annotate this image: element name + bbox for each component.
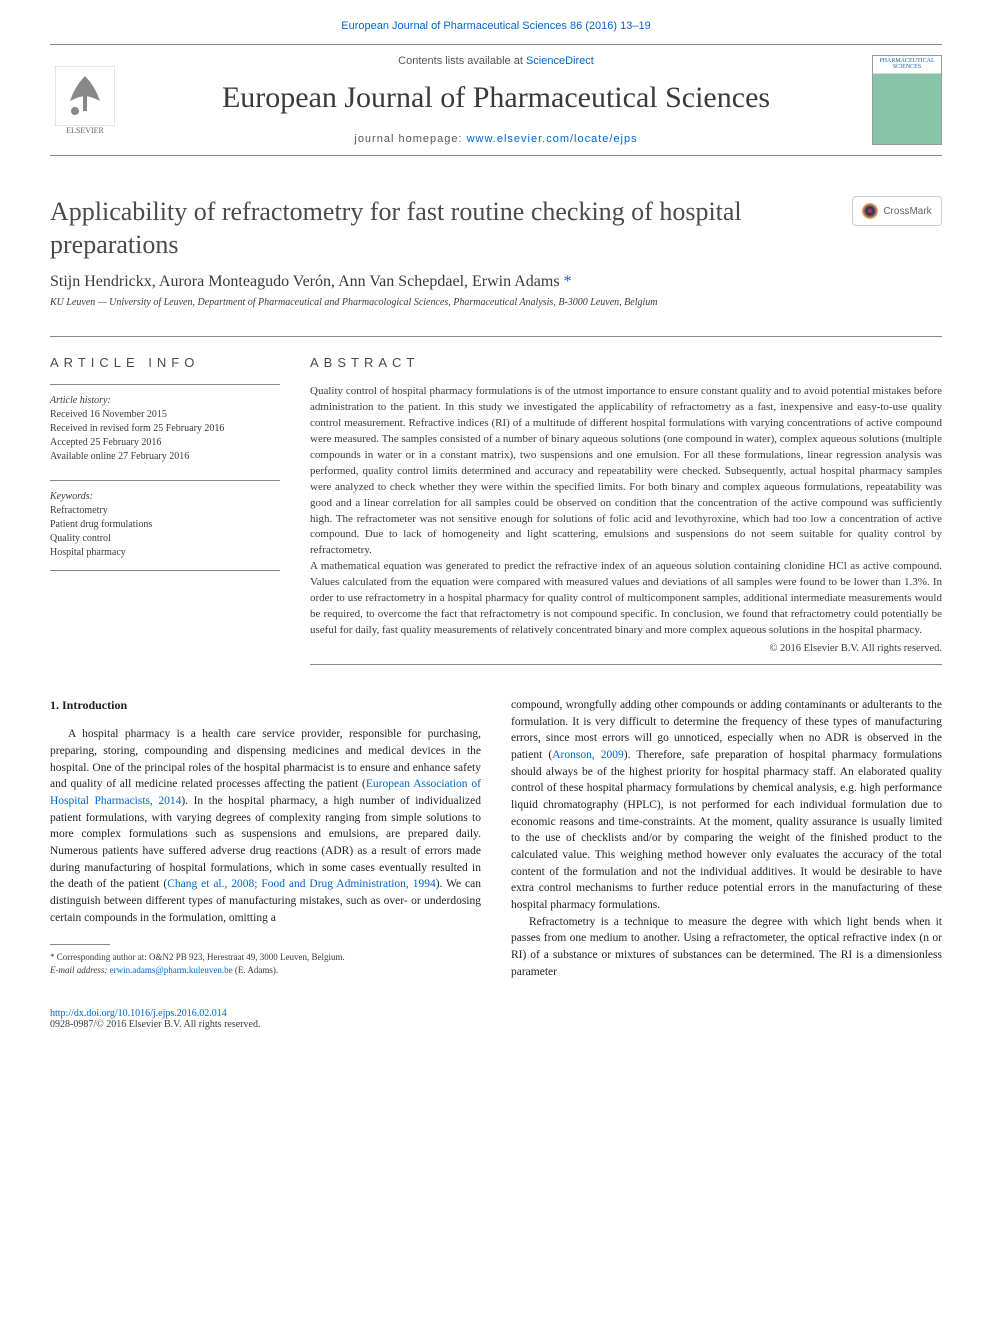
crossmark-icon [862,203,878,219]
article-info-column: article info Article history: Received 1… [50,355,280,665]
homepage-link[interactable]: www.elsevier.com/locate/ejps [467,133,638,145]
top-citation[interactable]: European Journal of Pharmaceutical Scien… [50,20,942,32]
footer-issn: 0928-0987/© 2016 Elsevier B.V. All right… [50,1019,942,1030]
paper-title: Applicability of refractometry for fast … [50,196,832,261]
keywords-block: Keywords: Refractometry Patient drug for… [50,480,280,571]
homepage-line: journal homepage: www.elsevier.com/locat… [140,133,852,145]
abstract-heading: abstract [310,355,942,370]
citation-link[interactable]: Aronson, 2009 [552,749,624,761]
intro-paragraph-cont: compound, wrongfully adding other compou… [511,697,942,914]
accepted-date: Accepted 25 February 2016 [50,436,280,450]
intro-paragraph: A hospital pharmacy is a health care ser… [50,726,481,926]
contents-line: Contents lists available at ScienceDirec… [140,55,852,67]
abstract-rule [310,664,942,665]
keywords-head: Keywords: [50,491,280,502]
intro-paragraph-2: Refractometry is a technique to measure … [511,914,942,981]
page-footer: http://dx.doi.org/10.1016/j.ejps.2016.02… [50,1008,942,1030]
sciencedirect-link[interactable]: ScienceDirect [526,55,594,67]
abstract-body: Quality control of hospital pharmacy for… [310,384,942,639]
affiliation: KU Leuven — University of Leuven, Depart… [50,297,942,308]
email-link[interactable]: erwin.adams@pharm.kuleuven.be [110,965,233,975]
elsevier-logo: ELSEVIER [50,60,120,140]
crossmark-badge[interactable]: CrossMark [852,196,942,226]
header-center: Contents lists available at ScienceDirec… [120,55,872,145]
journal-cover-thumbnail: PHARMACEUTICAL SCIENCES [872,55,942,145]
revised-date: Received in revised form 25 February 201… [50,422,280,436]
info-abstract-row: article info Article history: Received 1… [50,336,942,665]
abstract-copyright: © 2016 Elsevier B.V. All rights reserved… [310,643,942,654]
abstract-column: abstract Quality control of hospital pha… [310,355,942,665]
corresponding-asterisk: * [560,273,572,290]
citation-link[interactable]: Chang et al., 2008; Food and Drug Admini… [167,878,436,890]
doi-link[interactable]: http://dx.doi.org/10.1016/j.ejps.2016.02… [50,1008,227,1019]
keyword: Hospital pharmacy [50,546,280,560]
footnote-separator [50,944,110,945]
received-date: Received 16 November 2015 [50,408,280,422]
title-row: Applicability of refractometry for fast … [50,196,942,261]
keyword: Refractometry [50,504,280,518]
introduction-heading: 1. Introduction [50,697,481,714]
body-column-left: 1. Introduction A hospital pharmacy is a… [50,697,481,980]
elsevier-tree-icon [55,66,115,126]
keyword: Quality control [50,532,280,546]
journal-header: ELSEVIER Contents lists available at Sci… [50,44,942,156]
authors-line: Stijn Hendrickx, Aurora Monteagudo Verón… [50,273,942,291]
journal-title: European Journal of Pharmaceutical Scien… [140,81,852,115]
body-columns: 1. Introduction A hospital pharmacy is a… [50,697,942,980]
body-column-right: compound, wrongfully adding other compou… [511,697,942,980]
keyword: Patient drug formulations [50,518,280,532]
online-date: Available online 27 February 2016 [50,450,280,464]
article-info-heading: article info [50,355,280,370]
corresponding-footnote: * Corresponding author at: O&N2 PB 923, … [50,951,481,976]
history-head: Article history: [50,395,280,406]
history-block: Article history: Received 16 November 20… [50,384,280,464]
